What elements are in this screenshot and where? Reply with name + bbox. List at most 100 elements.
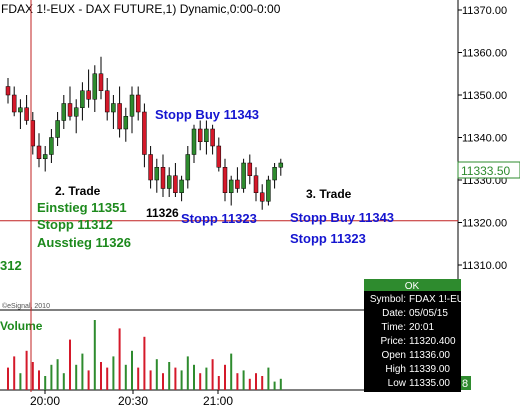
volume-bar bbox=[124, 364, 127, 390]
candle-body bbox=[18, 107, 23, 113]
candle-body bbox=[272, 167, 277, 181]
volume-bar bbox=[87, 370, 90, 390]
info-panel-key: Low bbox=[388, 378, 407, 389]
volume-bar bbox=[75, 364, 78, 390]
volume-bar bbox=[13, 356, 16, 390]
annotation-stopp-buy-1: Stopp Buy 11343 bbox=[155, 107, 259, 122]
volume-bar bbox=[186, 356, 189, 390]
info-panel-value: FDAX 1!-EU bbox=[409, 294, 464, 305]
candles bbox=[5, 56, 284, 210]
candle-body bbox=[259, 192, 265, 202]
clipped-volume-label bbox=[461, 376, 471, 390]
volume-bar bbox=[106, 367, 109, 390]
volume-bar bbox=[199, 373, 202, 390]
volume-bar bbox=[155, 359, 158, 390]
candle-body bbox=[86, 90, 91, 100]
volume-bar bbox=[100, 362, 102, 390]
candle-body bbox=[197, 128, 203, 142]
time-tick-label: 20:00 bbox=[30, 394, 60, 408]
candle-body bbox=[142, 111, 147, 155]
volume-bar bbox=[38, 370, 40, 390]
candle-body bbox=[49, 137, 54, 155]
time-tick-label: 20:30 bbox=[118, 394, 148, 408]
candle-body bbox=[241, 162, 246, 189]
info-panel-key: Date: bbox=[382, 308, 406, 319]
volume-bar bbox=[56, 359, 59, 390]
candle-body bbox=[148, 154, 153, 181]
info-panel-value: 20:01 bbox=[409, 322, 434, 333]
candle-body bbox=[191, 128, 197, 155]
clipped-volume-text: 8 bbox=[462, 378, 468, 390]
info-panel-status-bar bbox=[364, 279, 461, 291]
annotation-trade3: 3. Trade bbox=[306, 187, 352, 201]
time-axis-labels: 20:00 20:30 21:00 bbox=[30, 390, 233, 408]
last-price-label: 11333.50 bbox=[461, 164, 510, 178]
chart-title: FDAX 1!-EUX - DAX FUTURE,1) Dynamic,0:00… bbox=[1, 2, 281, 16]
volume-bar bbox=[44, 376, 47, 390]
candle-body bbox=[123, 116, 129, 130]
candle-body bbox=[204, 128, 209, 142]
annotation-left-312: 312 bbox=[0, 258, 22, 273]
price-tick-label: 11360.00 bbox=[462, 48, 507, 60]
candle-body bbox=[160, 167, 166, 189]
volume-bar bbox=[149, 370, 152, 390]
info-panel-key: Symbol: bbox=[370, 294, 406, 305]
candle-body bbox=[67, 103, 73, 117]
candle-body bbox=[266, 179, 271, 202]
candle-body bbox=[24, 107, 29, 121]
volume-bar bbox=[81, 353, 84, 390]
info-panel-value: 11320.400 bbox=[409, 336, 456, 347]
candle-body bbox=[80, 90, 85, 108]
candle-body bbox=[73, 107, 79, 117]
info-panel-key: Price: bbox=[380, 336, 406, 347]
volume-bar bbox=[180, 370, 183, 390]
price-tick-label: 11310.00 bbox=[462, 260, 507, 272]
candle-body bbox=[117, 103, 122, 130]
candle-body bbox=[42, 154, 48, 159]
candle-body bbox=[173, 175, 178, 193]
info-panel-status: OK bbox=[405, 281, 420, 292]
annotation-stopp-2: Stopp 11323 bbox=[290, 231, 366, 246]
candle-body bbox=[235, 179, 240, 189]
info-panel-value: 11335.00 bbox=[409, 378, 450, 389]
volume-bar bbox=[168, 362, 171, 390]
volume-bar bbox=[273, 381, 276, 390]
info-panel-key: Open bbox=[382, 350, 406, 361]
candle-body bbox=[11, 94, 17, 113]
candle-body bbox=[98, 73, 104, 91]
price-tick-label: 11350.00 bbox=[462, 90, 507, 102]
volume-bars bbox=[7, 320, 282, 390]
volume-bar bbox=[93, 320, 96, 390]
candle-body bbox=[55, 120, 60, 138]
candle-body bbox=[154, 167, 160, 181]
candle-body bbox=[216, 145, 222, 168]
candle-body bbox=[222, 167, 228, 193]
volume-bar bbox=[174, 367, 177, 390]
volume-bar bbox=[248, 378, 251, 390]
candle-body bbox=[104, 90, 110, 113]
volume-bar bbox=[261, 376, 264, 390]
volume-bar bbox=[50, 364, 53, 390]
volume-bar bbox=[267, 367, 270, 390]
annotation-stopp-11323: Stopp 11323 bbox=[181, 211, 257, 226]
volume-bar bbox=[279, 378, 282, 390]
annotation-stopp-buy-2: Stopp Buy 11343 bbox=[290, 210, 394, 225]
volume-bar bbox=[69, 339, 71, 390]
annotation-11326: 11326 bbox=[146, 206, 179, 220]
time-tick-label: 21:00 bbox=[203, 394, 233, 408]
info-panel-value: 05/05/15 bbox=[409, 308, 448, 319]
price-tick-label: 11370.00 bbox=[462, 5, 507, 17]
candle-body bbox=[36, 145, 42, 159]
volume-bar bbox=[118, 328, 121, 390]
volume-bar bbox=[62, 373, 65, 390]
candle-body bbox=[247, 162, 253, 176]
volume-bar bbox=[162, 373, 164, 390]
candle-body bbox=[185, 154, 191, 181]
volume-bar bbox=[211, 359, 214, 390]
candle-body bbox=[111, 103, 116, 113]
annotation-einstieg: Einstieg 11351 bbox=[37, 200, 127, 215]
last-price-box bbox=[457, 161, 520, 179]
price-tick-label: 11320.00 bbox=[462, 218, 507, 230]
